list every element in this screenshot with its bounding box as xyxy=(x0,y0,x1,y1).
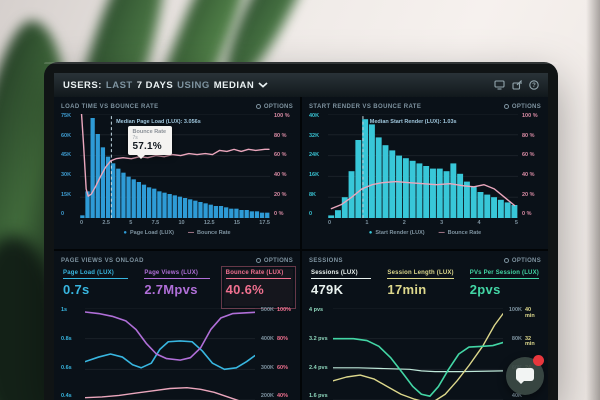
tooltip: Bounce Rate 7s 57.1% xyxy=(127,126,173,160)
chart-legend[interactable]: ● Start Render (LUX) ― Bounce Rate xyxy=(368,230,482,236)
metric-value: 40.6% xyxy=(225,282,265,297)
metric-bounce-rate[interactable]: Bounce Rate (LUX) 40.6% xyxy=(220,266,296,309)
metric-tiles: Sessions (LUX) 479K Session Length (LUX)… xyxy=(309,269,541,306)
options-button[interactable]: OPTIONS xyxy=(503,257,541,264)
chat-widget-button[interactable] xyxy=(506,355,544,395)
title-last: LAST xyxy=(105,79,133,91)
chart-legend[interactable]: ● Page Load (LUX) ― Bounce Rate xyxy=(123,230,231,236)
panel-grid: LOAD TIME VS BOUNCE RATE OPTIONS 75K 60K 4… xyxy=(54,97,548,400)
title-7days: 7 DAYS xyxy=(136,79,174,91)
panel-title: LOAD TIME VS BOUNCE RATE xyxy=(61,103,159,110)
laptop-bezel: USERS: LAST 7 DAYS USING MEDIAN xyxy=(44,62,558,400)
y-axis-left-ticks: 4 pvs 3.2 pvs 2.4 pvs 1.6 pvs xyxy=(309,307,328,400)
page-title: USERS: LAST 7 DAYS USING MEDIAN xyxy=(63,80,268,91)
metric-page-views[interactable]: Page Views (LUX) 2.7Mpvs xyxy=(142,269,211,306)
gear-icon xyxy=(503,104,509,109)
display-icon[interactable] xyxy=(494,80,505,90)
svg-text:?: ? xyxy=(532,83,536,89)
load-time-histogram xyxy=(80,114,270,218)
options-button[interactable]: OPTIONS xyxy=(255,257,293,264)
metric-value: 479K xyxy=(311,282,344,297)
help-icon[interactable]: ? xyxy=(529,80,539,90)
page-views-chart[interactable] xyxy=(85,308,255,400)
metric-sessions[interactable]: Sessions (LUX) 479K xyxy=(309,269,373,306)
metric-value: 0.7s xyxy=(63,282,90,297)
median-annotation: Median Start Render (LUX): 1.03s xyxy=(369,119,457,126)
sessions-linechart xyxy=(333,308,503,400)
dashboard-screen: USERS: LAST 7 DAYS USING MEDIAN xyxy=(54,73,548,400)
title-users: USERS: xyxy=(63,79,102,91)
median-annotation: Median Page Load (LUX): 3.056s xyxy=(116,119,201,126)
panel-page-views: PAGE VIEWS VS ONLOAD OPTIONS Page Load (… xyxy=(54,251,300,400)
options-label: OPTIONS xyxy=(263,257,293,264)
metric-value: 17min xyxy=(387,282,427,297)
metric-label: Page Views (LUX) xyxy=(144,270,210,279)
metric-session-length[interactable]: Session Length (LUX) 17min xyxy=(385,269,455,306)
share-icon[interactable] xyxy=(512,80,522,90)
sessions-chart[interactable] xyxy=(333,308,503,400)
title-median: MEDIAN xyxy=(213,79,255,91)
y-axis-right-ticks: 100 % 80 % 60 % 40 % 20 % 0 % xyxy=(274,113,290,218)
metric-value: 2.7Mpvs xyxy=(144,282,198,297)
tooltip-label: Bounce Rate xyxy=(132,129,167,136)
options-label: OPTIONS xyxy=(263,103,293,110)
start-render-chart[interactable]: Median Start Render (LUX): 1.03s xyxy=(328,114,518,218)
y-axis-left-ticks: 40K 32K 24K 16K 8K 0 xyxy=(309,113,320,218)
metric-label: Bounce Rate (LUX) xyxy=(225,270,291,279)
y-axis-left-ticks: 75K 60K 45K 30K 15K 0 xyxy=(61,113,72,218)
metric-label: Session Length (LUX) xyxy=(387,270,454,279)
tooltip-sub: 7s xyxy=(132,135,138,142)
metric-tiles: Page Load (LUX) 0.7s Page Views (LUX) 2.… xyxy=(61,266,296,309)
chat-bubble-icon xyxy=(516,368,534,384)
options-label: OPTIONS xyxy=(511,257,541,264)
gear-icon xyxy=(503,258,509,263)
metric-page-load[interactable]: Page Load (LUX) 0.7s xyxy=(61,269,130,306)
notification-badge xyxy=(533,355,544,366)
y-axis-right-ticks: 100 % 80 % 60 % 40 % 20 % 0 % xyxy=(522,113,538,218)
metric-label: Page Load (LUX) xyxy=(63,270,129,279)
metric-label: PVs Per Session (LUX) xyxy=(469,270,539,279)
panel-title: START RENDER VS BOUNCE RATE xyxy=(309,103,422,110)
header-icons: ? xyxy=(494,80,539,90)
photo-edge-shadow xyxy=(586,0,600,400)
dashboard-header: USERS: LAST 7 DAYS USING MEDIAN xyxy=(54,73,548,97)
panel-title: SESSIONS xyxy=(309,257,343,264)
options-button[interactable]: OPTIONS xyxy=(255,103,293,110)
panel-title: PAGE VIEWS VS ONLOAD xyxy=(61,257,144,264)
panel-start-render: START RENDER VS BOUNCE RATE OPTIONS 40K 3… xyxy=(302,97,548,249)
y-axis-left-ticks: 1s 0.8s 0.6s 0.4s xyxy=(61,307,72,400)
options-button[interactable]: OPTIONS xyxy=(503,103,541,110)
chevron-down-icon[interactable] xyxy=(258,82,268,88)
metric-value: 2pvs xyxy=(469,282,501,297)
title-using: USING xyxy=(177,79,210,91)
options-label: OPTIONS xyxy=(511,103,541,110)
load-time-chart[interactable]: Median Page Load (LUX): 3.056s Bounce Ra… xyxy=(80,114,270,218)
gear-icon xyxy=(255,258,261,263)
gear-icon xyxy=(255,104,261,109)
x-axis-ticks: 0 2.5 5 7.5 10 12.5 15 17.5 xyxy=(80,220,270,226)
page-views-linechart xyxy=(85,308,255,400)
metric-pvs-per-session[interactable]: PVs Per Session (LUX) 2pvs xyxy=(468,269,541,306)
panel-load-time: LOAD TIME VS BOUNCE RATE OPTIONS 75K 60K 4… xyxy=(54,97,300,249)
start-render-histogram xyxy=(328,114,518,218)
metric-label: Sessions (LUX) xyxy=(311,270,372,279)
y-axis-right-ticks: 500K 100% 400K 80% 300K 60% 200K 40% xyxy=(260,307,292,400)
tooltip-value: 57.1% xyxy=(132,141,162,153)
